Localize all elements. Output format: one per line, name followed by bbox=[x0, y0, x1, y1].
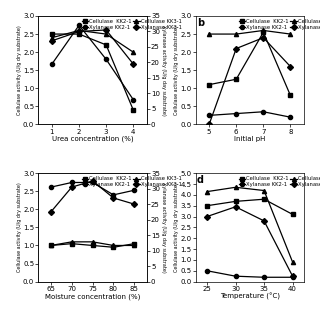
Y-axis label: Cellulase activity (U/g dry substrate): Cellulase activity (U/g dry substrate) bbox=[17, 182, 21, 272]
X-axis label: Moisture concentration (%): Moisture concentration (%) bbox=[45, 293, 140, 300]
Y-axis label: Xylanase activity (U/g day substrate): Xylanase activity (U/g day substrate) bbox=[161, 182, 166, 273]
Legend: Cellulase  KK2-1, Xylanase KK2-1, Cellulase KK3-1, Xylanase KK3-1: Cellulase KK2-1, Xylanase KK2-1, Cellula… bbox=[81, 176, 182, 188]
Y-axis label: Cellulase activity (U/g dry substrate): Cellulase activity (U/g dry substrate) bbox=[174, 182, 179, 272]
Y-axis label: Xylanase activity (U/g day substrate): Xylanase activity (U/g day substrate) bbox=[161, 25, 166, 116]
X-axis label: Temperature (°C): Temperature (°C) bbox=[220, 293, 280, 300]
Legend: Cellulase  KK2-1, Xylanase KK2-1, Cellulase KK3-1, Xylanase KK3-1: Cellulase KK2-1, Xylanase KK2-1, Cellula… bbox=[238, 176, 320, 188]
Text: b: b bbox=[197, 18, 204, 28]
X-axis label: Initial pH: Initial pH bbox=[234, 136, 266, 142]
Text: d: d bbox=[197, 175, 204, 185]
Y-axis label: Cellulase activity (U/g dry substrate): Cellulase activity (U/g dry substrate) bbox=[174, 25, 179, 115]
Y-axis label: Cellulase activity (U/g dry substrate): Cellulase activity (U/g dry substrate) bbox=[17, 25, 21, 115]
X-axis label: Urea concentration (%): Urea concentration (%) bbox=[52, 136, 133, 142]
Legend: Cellulase  KK2-1, Xylanase KK2-1, Cellulase KK3-1, Xylanase KK3-1: Cellulase KK2-1, Xylanase KK2-1, Cellula… bbox=[238, 19, 320, 30]
Legend: Cellulase  KK2-1, Xylanase KK2-1, Cellulase KK3-1, Xylanase KK3-1: Cellulase KK2-1, Xylanase KK2-1, Cellula… bbox=[81, 19, 182, 30]
